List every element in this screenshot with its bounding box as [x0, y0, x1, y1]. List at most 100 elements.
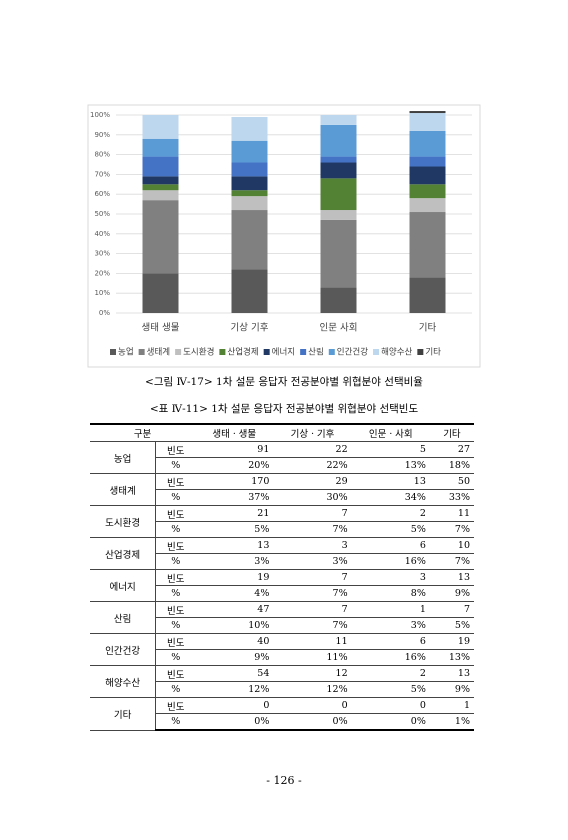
legend-label: 인간건강	[337, 347, 368, 358]
table-cell: 6	[351, 537, 430, 554]
table-cell: 11%	[273, 649, 352, 666]
legend-label: 농업	[118, 348, 134, 358]
bar-segment	[409, 113, 446, 131]
header-cell: 기타	[429, 423, 474, 442]
table-cell: 0	[195, 697, 274, 714]
x-tick-label: 기상 기후	[231, 323, 269, 334]
table-cell: 10	[429, 537, 474, 554]
row-label: 빈도	[155, 601, 196, 618]
legend-label: 에너지	[272, 347, 295, 358]
table-cell: 7%	[273, 617, 352, 634]
legend-label: 해양수산	[381, 347, 412, 358]
table-body: 농업 빈도 91 22 5 27% 20% 22% 13% 18% 생태계 빈도 170 29 13 50% 3…	[90, 441, 474, 731]
table-row: 산업경제 빈도 13 3 6 10	[90, 537, 474, 570]
y-tick-label: 90%	[94, 131, 110, 139]
group-label: 생태계	[90, 473, 157, 506]
table-cell: 2	[351, 505, 430, 522]
table-cell: 91	[195, 441, 274, 458]
table-row: % 0% 0% 0% 1%	[90, 713, 474, 731]
table-cell: 54	[195, 665, 274, 682]
table-cell: 7	[273, 505, 352, 522]
table-cell: 13%	[429, 649, 474, 666]
row-label: %	[155, 585, 196, 602]
table-cell: 47	[195, 601, 274, 618]
table-cell: 13	[429, 569, 474, 586]
bar-segment	[409, 166, 446, 185]
legend-swatch	[328, 349, 335, 355]
bar-segment	[142, 184, 179, 191]
y-tick-label: 80%	[94, 151, 110, 159]
row-label: 빈도	[155, 505, 196, 522]
table-row: 생태계 빈도 170 29 13 50	[90, 473, 474, 506]
table-cell: 5%	[351, 681, 430, 698]
bar-segment	[231, 176, 268, 191]
table-cell: 7	[273, 601, 352, 618]
table-cell: 12	[273, 665, 352, 682]
table-cell: 22%	[273, 457, 352, 474]
table-cell: 4%	[195, 585, 274, 602]
table-row: 도시환경 빈도 21 7 2 11	[90, 505, 474, 538]
row-label: 빈도	[155, 537, 196, 554]
row-label: %	[155, 617, 196, 634]
group-label: 산림	[90, 601, 157, 634]
table-cell: 0	[351, 697, 430, 714]
table-cell: 19	[195, 569, 274, 586]
table-cell: 2	[351, 665, 430, 682]
table-cell: 33%	[429, 489, 474, 506]
bar-segment	[320, 178, 357, 211]
table-cell: 16%	[351, 649, 430, 666]
table-row: % 5% 7% 5% 7%	[90, 521, 474, 538]
table-cell: 37%	[195, 489, 274, 506]
x-tick-label: 인문 사회	[320, 323, 358, 334]
bar-segment	[142, 200, 179, 274]
data-table: 구분 생태ㆍ생물 기상ㆍ기후 인문ㆍ사회 기타 농업 빈도 91 22 5 27% 20% 22% 13%…	[90, 423, 474, 731]
bar-segment	[142, 156, 179, 177]
table-cell: 0%	[195, 713, 274, 731]
legend-label: 기타	[425, 348, 441, 358]
bar-segment	[320, 219, 357, 288]
table-cell: 9%	[195, 649, 274, 666]
bar-segment	[231, 190, 268, 197]
bar-segment	[409, 111, 446, 114]
table-row: 에너지 빈도 19 7 3 13	[90, 569, 474, 602]
page-number: - 126 -	[266, 774, 302, 787]
table-cell: 7%	[273, 585, 352, 602]
table-cell: 1%	[429, 713, 474, 731]
y-tick-label: 100%	[90, 111, 110, 119]
table-cell: 7%	[429, 553, 474, 570]
row-label: 빈도	[155, 569, 196, 586]
table-cell: 12%	[273, 681, 352, 698]
table-cell: 13%	[351, 457, 430, 474]
table-cell: 50	[429, 473, 474, 490]
bar-segment	[409, 130, 446, 157]
row-label: %	[155, 489, 196, 506]
chart: 0% 10% 20% 30% 40% 50% 60% 70% 80% 90% 100% 생태 생물 기상…	[87, 104, 481, 368]
table-cell: 0%	[273, 713, 352, 731]
table-cell: 40	[195, 633, 274, 650]
bar-segment	[409, 156, 446, 167]
table-cell: 0%	[351, 713, 430, 731]
table-cell: 16%	[351, 553, 430, 570]
table-cell: 0	[273, 697, 352, 714]
table-cell: 19	[429, 633, 474, 650]
table-cell: 7	[429, 601, 474, 618]
row-label: 빈도	[155, 665, 196, 682]
table-row: % 3% 3% 16% 7%	[90, 553, 474, 570]
row-label: 빈도	[155, 633, 196, 650]
bar-segment	[409, 277, 446, 313]
bar-segment	[409, 198, 446, 213]
table-row: % 12% 12% 5% 9%	[90, 681, 474, 698]
table-caption: <표 Ⅳ-11> 1차 설문 응답자 전공분야별 위협분야 선택빈도	[149, 403, 419, 415]
table-cell: 3%	[351, 617, 430, 634]
table-cell: 5%	[429, 617, 474, 634]
y-tick-label: 20%	[94, 269, 110, 277]
table-cell: 18%	[429, 457, 474, 474]
table-cell: 13	[351, 473, 430, 490]
table-cell: 21	[195, 505, 274, 522]
table-row: 해양수산 빈도 54 12 2 13	[90, 665, 474, 698]
table-cell: 13	[429, 665, 474, 682]
group-label: 산업경제	[90, 537, 157, 570]
bar-segment	[320, 124, 357, 157]
table-cell: 20%	[195, 457, 274, 474]
group-label: 기타	[90, 697, 157, 731]
